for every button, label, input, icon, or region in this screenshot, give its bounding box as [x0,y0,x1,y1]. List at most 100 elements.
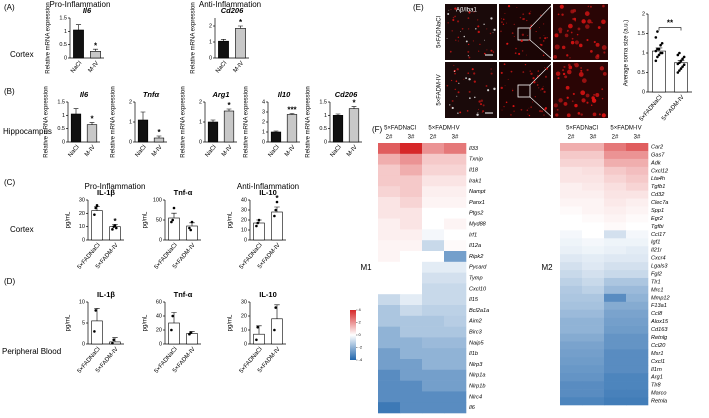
zoom-line [529,96,554,119]
texture-dot [570,40,575,45]
texture-dot [507,78,509,80]
error-bar [75,24,82,30]
y-tick-label: 1.5 [59,15,67,21]
texture-dot [473,80,476,83]
texture-dot [455,39,457,41]
texture-dot [539,37,541,39]
chart-title: Arg1 [211,90,229,99]
significance: * [94,41,98,50]
heatmap-cell [626,293,649,303]
texture-dot [596,54,600,58]
y-tick-label: 0 [199,139,202,145]
y-tick-label: 1 [642,50,645,56]
texture-dot [480,99,484,102]
texture-dot [541,87,544,90]
texture-dot [451,106,454,110]
data-point [274,306,278,309]
heatmap-cell [444,251,467,263]
texture-dot [535,31,537,33]
data-point [113,224,117,227]
texture-dot [563,65,566,69]
panel-label: (E) [413,3,424,12]
row-label: Gas7 [651,152,665,158]
heatmap-cell [604,222,627,231]
data-point [189,331,193,335]
chart-title: Il10 [278,90,291,99]
heatmap-cell [560,230,583,239]
texture-dot [536,84,539,86]
row-label: Il6 [469,405,476,411]
heatmap-cell [582,349,605,358]
texture-dot [467,50,470,53]
row-label: Bcl2a1a [469,308,489,314]
y-tick-label: 40 [241,197,247,203]
heatmap-cell [378,153,401,165]
texture-dot [545,67,548,70]
texture-dot [544,75,547,78]
colorbar-tick-label: 0 [359,332,362,337]
texture-dot [510,114,512,116]
y-tick-label: 10 [241,227,247,233]
heatmap-cell [422,391,445,403]
heatmap-cell [422,197,445,209]
heatmap-cell [604,246,627,255]
data-point [111,341,114,345]
heatmap-cell [422,359,445,371]
heatmap-cell [582,317,605,326]
heatmap-cell [604,270,627,279]
y-tick-label: 0 [244,237,247,243]
texture-dot [467,72,470,74]
heatmap-cell [560,222,583,231]
heatmap-cell [582,206,605,215]
texture-dot [446,84,449,87]
heatmap-cell [582,397,605,406]
heatmap-cell [582,301,605,311]
heatmap-cell [582,381,605,390]
heatmap-cell [444,402,467,414]
texture-dot [566,96,569,99]
x-tick-label: NaCl [268,144,281,158]
texture-dot [520,39,523,43]
texture-dot [580,69,583,72]
texture-dot [587,19,592,24]
y-tick-label: 1 [62,113,65,119]
texture-dot [486,49,488,51]
heatmap-cell [604,397,627,406]
data-point [111,228,114,231]
heatmap-cell [626,381,649,390]
x-tick-label: NaCl [205,144,218,158]
heatmap-cell [582,373,605,382]
y-tick-label: 5 [82,320,85,326]
texture-dot [456,20,460,23]
y-tick-label: 1 [199,119,202,125]
heatmap-cell [560,373,583,382]
heatmap-cell [378,272,401,284]
heatmap-cell [422,294,445,306]
y-axis-label: pg/mL [66,211,72,228]
heatmap-cell [626,270,649,279]
heatmap-cell [582,143,605,152]
texture-dot [482,104,485,107]
y-tick-label: 0 [159,341,162,347]
texture-dot [448,9,450,11]
data-point [274,208,278,212]
texture-dot [520,108,523,111]
chart-title: Tnfα [143,90,160,99]
heatmap-cell [400,143,423,155]
x-tick-label: 5×FADM-IV [661,94,686,122]
bar [90,51,101,59]
data-point [657,53,661,57]
heatmap-label: M2 [541,263,553,272]
bar [73,29,84,59]
y-axis-label: pg/mL [143,314,149,331]
texture-dot [477,25,480,28]
heatmap-cell [400,272,423,284]
heatmap-cell [582,166,605,176]
texture-dot [528,114,531,117]
heatmap-cell [582,293,605,303]
significance: * [157,128,161,137]
texture-dot [589,5,592,8]
row-label: Igf1 [651,240,660,246]
texture-dot [500,30,502,33]
heatmap-cell [378,348,401,360]
